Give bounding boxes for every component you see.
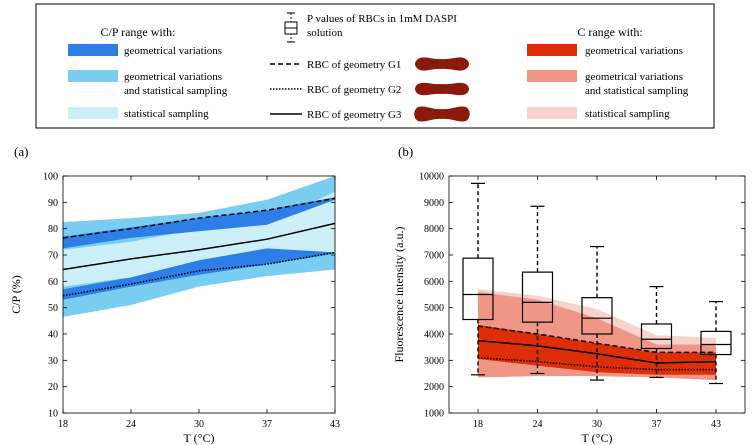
box-iqr bbox=[462, 257, 494, 321]
y-tick-label: 100 bbox=[43, 172, 58, 183]
cp-geom-swatch bbox=[68, 44, 118, 56]
y-tick-label: 9000 bbox=[424, 198, 444, 209]
y-tick-label: 10000 bbox=[419, 172, 444, 183]
boxplot-43 bbox=[700, 301, 732, 385]
cp-legend-item-geom: geometrical variations bbox=[124, 45, 222, 57]
cp-geom-stat-swatch bbox=[68, 70, 118, 82]
c-legend-item-geom-stat: geometrical variations bbox=[585, 71, 683, 83]
rbc-g3-icon bbox=[414, 106, 470, 122]
y-tick-label: 40 bbox=[48, 330, 58, 341]
cp-stat-swatch bbox=[68, 107, 118, 119]
boxplot-18 bbox=[462, 182, 494, 376]
p-values-label-line2: solution bbox=[307, 27, 343, 39]
panel-a-xlabel: T (°C) bbox=[184, 431, 215, 445]
series-line-g2 bbox=[62, 251, 336, 297]
x-tick-label: 37 bbox=[652, 419, 662, 430]
c-stat-swatch bbox=[527, 107, 577, 119]
chart-panel-a: (a) 10 20 30 40 50 60 70 80 90 100 18 24 30 37 43 T (°… bbox=[9, 144, 340, 445]
c-legend-item-geom: geometrical variations bbox=[585, 45, 683, 57]
c-geom-stat-swatch bbox=[527, 70, 577, 82]
y-tick-label: 6000 bbox=[424, 277, 444, 288]
x-tick-label: 43 bbox=[330, 419, 340, 430]
c-geom-swatch bbox=[527, 44, 577, 56]
x-tick-label: 43 bbox=[711, 419, 721, 430]
cp-legend-title: C/P range with: bbox=[101, 25, 176, 39]
band-4 bbox=[63, 248, 335, 300]
c-legend-item-geom-stat-line2: and statistical sampling bbox=[585, 85, 689, 97]
y-tick-label: 20 bbox=[48, 382, 58, 393]
x-tick-label: 30 bbox=[194, 419, 204, 430]
c-legend-item-stat: statistical sampling bbox=[585, 108, 670, 120]
boxplot-24 bbox=[521, 205, 554, 375]
y-tick-label: 2000 bbox=[424, 382, 444, 393]
c-legend-title: C range with: bbox=[577, 25, 642, 39]
band-2 bbox=[63, 191, 335, 287]
rbc-g1-icon bbox=[415, 57, 469, 71]
rbc-g1-label: RBC of geometry G1 bbox=[307, 59, 401, 71]
panel-a-ylabel: C/P (%) bbox=[9, 275, 23, 314]
y-tick-label: 3000 bbox=[424, 356, 444, 367]
series-line-g3 bbox=[62, 222, 336, 271]
p-values-label: P values of RBCs in 1mM DASPI bbox=[307, 13, 457, 25]
panel-a-ticks: 10 20 30 40 50 60 70 80 90 100 18 24 30 37 43 bbox=[43, 172, 340, 431]
panel-b-boxplots bbox=[462, 182, 732, 385]
y-tick-label: 10 bbox=[48, 409, 58, 420]
y-tick-label: 7000 bbox=[424, 251, 444, 262]
cp-legend-item-stat: statistical sampling bbox=[124, 108, 209, 120]
box-iqr bbox=[700, 330, 732, 356]
box-iqr bbox=[581, 297, 613, 335]
panel-b-ylabel: Fluorescence intensity (a.u.) bbox=[392, 227, 406, 363]
series-line-g2 bbox=[477, 356, 716, 371]
y-tick-label: 8000 bbox=[424, 224, 444, 235]
boxplot-legend-icon bbox=[284, 12, 298, 43]
y-tick-label: 4000 bbox=[424, 330, 444, 341]
x-tick-label: 18 bbox=[473, 419, 483, 430]
boxplot-37 bbox=[640, 286, 673, 379]
series-line-g3 bbox=[477, 339, 717, 364]
panel-b-ticks: 1000 2000 3000 4000 5000 6000 7000 8000 9000 1000… bbox=[419, 172, 745, 430]
cp-legend-item-geom-stat: geometrical variations bbox=[124, 71, 222, 83]
y-tick-label: 50 bbox=[48, 303, 58, 314]
panel-b-xlabel: T (°C) bbox=[582, 431, 613, 445]
x-tick-label: 24 bbox=[533, 419, 543, 430]
boxplot-30 bbox=[581, 245, 613, 381]
band-3 bbox=[63, 197, 335, 249]
y-tick-label: 1000 bbox=[424, 409, 444, 420]
chart-panel-b: (b) 1000 2000 3000 4000 5000 6000 7000 8000 9000… bbox=[392, 144, 746, 445]
box-iqr bbox=[640, 323, 673, 350]
cp-legend-item-geom-stat-line2: and statistical sampling bbox=[124, 85, 228, 97]
y-tick-label: 30 bbox=[48, 356, 58, 367]
panel-a-label: (a) bbox=[14, 144, 28, 159]
x-tick-label: 37 bbox=[262, 419, 272, 430]
y-tick-label: 80 bbox=[48, 224, 58, 235]
x-tick-label: 18 bbox=[58, 419, 68, 430]
legend-frame bbox=[35, 3, 715, 129]
rbc-g2-icon bbox=[415, 82, 469, 96]
panel-b-label: (b) bbox=[398, 144, 413, 159]
y-tick-label: 5000 bbox=[424, 303, 444, 314]
x-tick-label: 30 bbox=[592, 419, 602, 430]
legend: C/P range with: geometrical variations g… bbox=[35, 3, 715, 129]
rbc-g2-label: RBC of geometry G2 bbox=[307, 84, 401, 96]
panel-a-bands bbox=[63, 176, 335, 317]
panel-a-series-lines bbox=[62, 197, 336, 297]
y-tick-label: 70 bbox=[48, 251, 58, 262]
y-tick-label: 90 bbox=[48, 198, 58, 209]
x-tick-label: 24 bbox=[126, 419, 136, 430]
y-tick-label: 60 bbox=[48, 277, 58, 288]
box-iqr bbox=[521, 271, 554, 323]
rbc-g3-label: RBC of geometry G3 bbox=[307, 109, 402, 121]
series-line-g1 bbox=[62, 197, 336, 239]
